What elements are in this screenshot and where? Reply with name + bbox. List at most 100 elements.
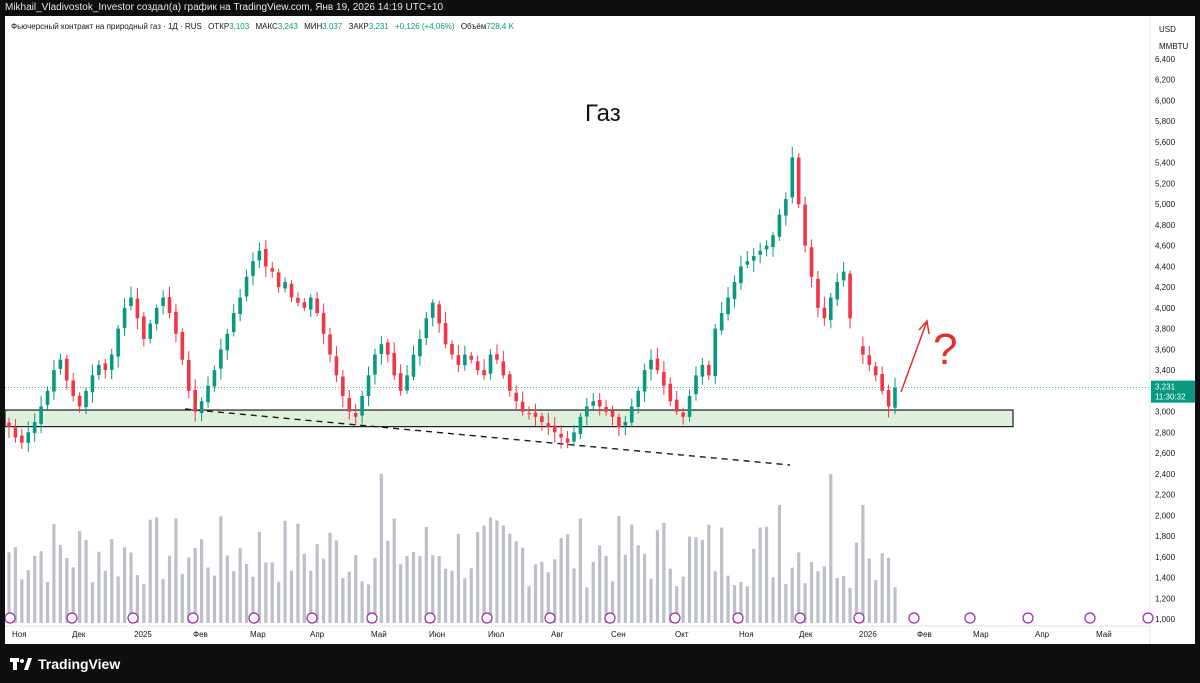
candle-body <box>514 392 519 402</box>
volume-bar <box>456 533 461 623</box>
candle-body <box>732 281 737 300</box>
volume-bar <box>764 526 769 623</box>
candle-body <box>822 307 827 319</box>
volume-bar <box>758 527 762 623</box>
candle-body <box>52 370 56 392</box>
volume-bar <box>277 582 281 623</box>
candle-body <box>418 339 422 357</box>
y-tick-label: 6,000 <box>1155 96 1176 105</box>
y-tick-label: 1,800 <box>1155 532 1176 541</box>
volume-bar <box>578 518 583 623</box>
candle-body <box>116 328 120 357</box>
volume-bar <box>687 536 692 623</box>
y-tick-label: 5,600 <box>1155 138 1176 147</box>
y-tick-label: 2,200 <box>1155 491 1176 500</box>
volume-bar <box>598 545 602 623</box>
volume-bar <box>822 566 826 623</box>
volume-bar <box>232 571 236 623</box>
last-price-value: 3,231 <box>1155 383 1176 392</box>
x-tick-label: Дек <box>72 630 86 639</box>
volume-bar <box>405 556 409 623</box>
x-tick-label: Май <box>1096 630 1112 639</box>
volume-bar <box>482 525 486 623</box>
candle-body <box>546 423 551 428</box>
candle-body <box>585 406 589 417</box>
volume-bar <box>289 570 294 623</box>
candle-body <box>231 313 236 333</box>
candle-body <box>398 373 403 391</box>
candle-body <box>642 370 647 392</box>
candle-body <box>572 432 576 442</box>
volume-bar <box>148 519 152 623</box>
volume-bar <box>745 586 749 623</box>
tradingview-brand[interactable]: TradingView <box>10 656 120 672</box>
high-label: МАКС <box>255 22 278 31</box>
y-tick-label: 5,800 <box>1155 117 1176 126</box>
y-tick-label: 3,400 <box>1155 366 1176 375</box>
event-icon <box>306 612 318 624</box>
volume-bar <box>347 571 351 623</box>
dashed-trendline <box>184 408 791 466</box>
candle-body <box>174 311 178 334</box>
x-tick-label: Мар <box>250 630 266 639</box>
candle-body <box>597 400 602 407</box>
candle-body <box>893 387 897 408</box>
chart-frame[interactable]: Фьючерсный контракт на природный газ · 1… <box>5 16 1195 644</box>
candle-body <box>713 328 718 377</box>
close-label: ЗАКР <box>348 22 369 31</box>
candle-body <box>809 247 814 277</box>
candle-body <box>206 385 210 403</box>
y-tick-label: 4,800 <box>1155 221 1176 230</box>
close-value: 3,231 <box>368 22 389 31</box>
candle-body <box>636 390 640 407</box>
volume-bar <box>521 547 525 623</box>
volume-bar <box>681 576 685 623</box>
y-tick-label: 4,200 <box>1155 283 1176 292</box>
volume-bar <box>193 547 197 623</box>
volume-bar <box>399 564 403 623</box>
event-icon <box>1084 612 1096 624</box>
candle-body <box>392 352 397 376</box>
volume-bar <box>341 578 345 623</box>
volume-bar <box>463 578 467 623</box>
volume-bar <box>874 579 878 623</box>
candle-body <box>488 354 493 374</box>
volume-bar <box>244 563 249 623</box>
candle-body <box>707 365 711 376</box>
high-value: 3,243 <box>277 22 298 31</box>
candle-body <box>308 297 313 310</box>
hand-drawn-question: ? <box>933 325 957 374</box>
volume-bar <box>200 539 204 623</box>
volume-bar <box>777 504 782 623</box>
volume-bar <box>366 584 371 623</box>
candle-body <box>655 358 660 371</box>
price-chart[interactable]: USD MMBTU 6,400 6,200 6,000 5,800 5,600 5,400 5,… <box>5 16 1195 644</box>
candle-body <box>450 343 454 355</box>
symbol-name[interactable]: Фьючерсный контракт на природный газ · 1… <box>11 22 202 31</box>
volume-bar <box>354 555 358 623</box>
volume-bar <box>321 558 326 623</box>
volume-bar <box>360 581 364 623</box>
candle-body <box>482 370 486 376</box>
volume-bar <box>167 555 172 623</box>
candle-body <box>142 316 146 339</box>
candle-body <box>649 359 653 370</box>
volume-bar <box>694 537 698 623</box>
volume-bar <box>662 522 666 623</box>
volume-bar <box>675 586 679 623</box>
candle-body <box>289 283 294 298</box>
y-tick-label: 1,400 <box>1155 574 1176 583</box>
x-tick-label: Фев <box>193 630 208 639</box>
candle-body <box>122 307 127 328</box>
volume-bar <box>739 581 743 623</box>
volume-bar <box>309 570 313 623</box>
candle-body <box>719 313 724 331</box>
candle-body <box>7 422 11 428</box>
candle-body <box>129 297 133 307</box>
candle-body <box>700 364 705 377</box>
volume-bar <box>431 555 435 623</box>
candle-body <box>315 298 319 314</box>
volume-bar <box>155 517 159 623</box>
volume-bar <box>610 581 615 623</box>
candle-body <box>32 421 37 433</box>
